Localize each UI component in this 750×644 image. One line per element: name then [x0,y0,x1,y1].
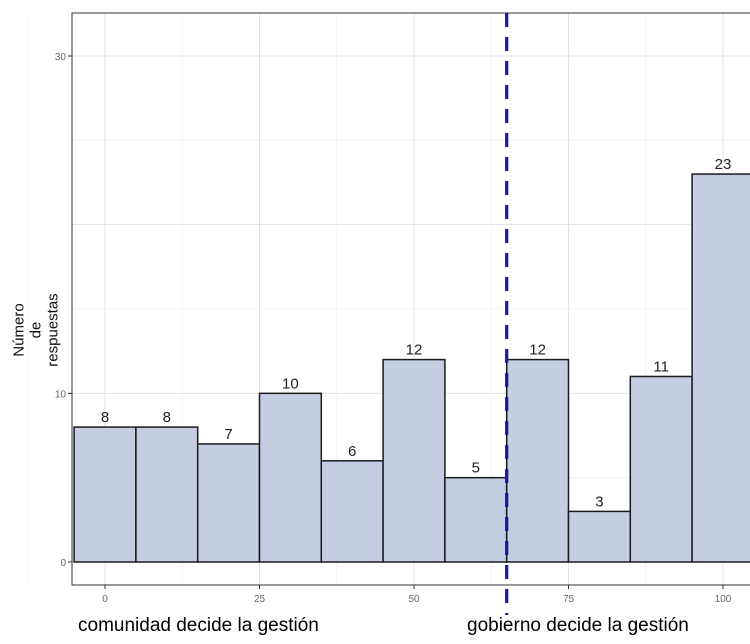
histogram-bar [258,392,323,563]
bar-value-label: 11 [653,358,669,375]
histogram-bar [567,510,632,563]
x-tick-label: 0 [102,594,108,605]
histogram-bar [691,173,750,563]
histogram-bar [320,460,384,563]
plot-border [71,12,750,586]
bar-value-label: 6 [348,443,356,460]
bar-value-label: 3 [595,493,603,510]
histogram-bar [505,358,570,563]
y-tick-label: 30 [55,52,67,63]
histogram-bar [382,358,446,563]
x-tick-label: 50 [408,594,420,605]
bar-labels: 887106125123112328 [101,156,732,510]
x-axis-ticks: 0 25 50 75 100 [102,585,732,605]
bar-value-label: 12 [406,342,423,359]
y-tick-label: 10 [55,389,67,400]
bar-value-label: 7 [224,426,232,443]
x-tick-label: 100 [715,594,732,605]
histogram-bar [73,426,137,563]
bar-value-label: 8 [101,409,109,426]
bar-value-label: 8 [163,409,171,426]
annotation-left: comunidad decide la gestión [78,615,319,636]
histogram-bar [135,426,199,563]
x-tick-label: 75 [563,594,575,605]
bar-value-label: 23 [715,156,732,173]
bar-value-label: 10 [282,375,299,392]
bars [73,173,750,563]
y-axis-ticks: 0 10 30 [55,52,72,569]
histogram-bar [196,443,261,563]
histogram-bar [444,476,508,563]
x-tick-label: 25 [254,594,266,605]
bar-value-label: 12 [529,342,546,359]
histogram-bar [629,375,693,563]
y-axis-label: Número de respuestas [6,230,66,430]
annotation-right: gobierno decide la gestión [467,615,689,636]
y-axis-label-text: Número de respuestas [10,293,62,367]
bar-value-label: 5 [472,460,480,477]
y-tick-label: 0 [60,558,66,569]
